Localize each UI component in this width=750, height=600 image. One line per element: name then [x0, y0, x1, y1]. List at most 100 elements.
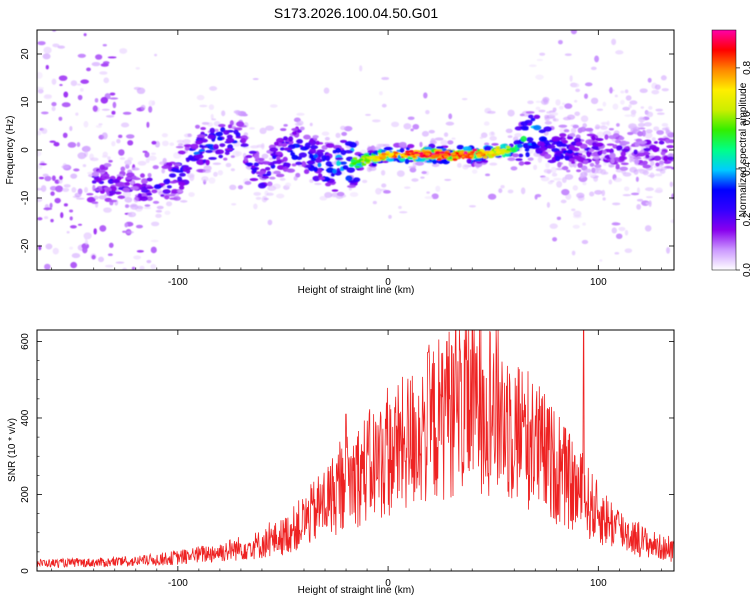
spectrogram-blob: [63, 184, 71, 188]
spectrogram-blob: [634, 141, 640, 148]
spectrogram-blob: [660, 166, 667, 171]
spectrogram-blob: [229, 120, 234, 126]
spectrogram-blob: [107, 156, 111, 161]
spectrogram-blob: [259, 170, 266, 175]
spectrogram-blob: [491, 153, 497, 157]
spectrogram-blob: [553, 177, 562, 181]
spectrogram-blob: [359, 65, 363, 72]
spectrogram-blob: [643, 122, 652, 127]
spectrogram-blob: [80, 79, 89, 84]
spectrogram-blob: [365, 113, 371, 116]
spectrogram-blob: [291, 131, 297, 136]
spectrogram-blob: [118, 134, 123, 139]
spectrogram-blob: [594, 55, 600, 63]
spectrogram-blob: [285, 182, 292, 188]
spectrogram-blob: [235, 121, 245, 127]
spectrogram-blob: [55, 185, 64, 193]
spectrogram-blob: [40, 185, 47, 193]
spectrogram-blob: [193, 151, 200, 156]
spectrogram-blob: [51, 30, 57, 32]
spectrogram-blob: [608, 164, 615, 168]
spectrogram-blob: [507, 135, 513, 139]
spectrogram-blob: [58, 75, 68, 81]
spectrogram-blob: [582, 222, 586, 226]
spectrogram-blob: [210, 113, 214, 120]
spectrogram-blob: [653, 165, 663, 169]
spectrogram-blob: [38, 277, 41, 282]
spectrogram-blob: [96, 170, 106, 173]
spectrogram-blob: [457, 162, 462, 168]
spectrogram-blob: [485, 173, 491, 177]
spectrogram-blob: [265, 125, 275, 131]
spectrogram-blob: [355, 165, 361, 169]
spectrogram-blob: [173, 163, 181, 167]
spectrogram-blob: [466, 158, 472, 164]
spectrogram-blob: [637, 168, 645, 172]
spectrogram-blob: [188, 192, 195, 197]
spectrogram-blob: [204, 144, 214, 147]
spectrogram-blob: [351, 162, 357, 166]
spectrogram-blob: [385, 150, 391, 154]
spectrogram-blob: [51, 101, 57, 107]
spectrogram-blob: [518, 161, 525, 166]
spectrogram-blob: [475, 158, 482, 162]
spectrogram-blob: [73, 168, 80, 172]
spectrogram-blob: [141, 178, 148, 185]
spectrogram-blob: [105, 115, 115, 118]
spectrogram-blob: [596, 131, 605, 138]
spectrogram-blob: [90, 157, 99, 162]
spectrogram-blob: [133, 255, 142, 260]
spectrogram-y-label: Frequency (Hz): [5, 116, 16, 185]
spectrogram-blob: [520, 135, 527, 142]
spectrogram-blob: [299, 126, 305, 131]
spectrogram-blob: [93, 228, 97, 235]
spectrogram-blob: [572, 83, 580, 88]
spectrogram-blob: [261, 176, 270, 179]
spectrogram-blob: [136, 250, 144, 253]
spectrogram-blob: [559, 132, 567, 138]
spectrogram-blob: [342, 165, 349, 170]
spectrogram-blob: [381, 103, 387, 108]
spectrogram-blob: [169, 197, 178, 200]
spectrogram-blob: [177, 176, 183, 182]
spectrogram-blob: [85, 289, 94, 294]
spectrogram-blob: [309, 178, 314, 183]
spectrogram-blob: [37, 88, 44, 94]
spectrogram-blob: [599, 259, 603, 262]
spectrogram-blob: [630, 112, 636, 118]
spectrogram-blob: [253, 153, 260, 160]
spectrogram-blob: [616, 123, 620, 127]
spectrogram-blob: [38, 245, 42, 251]
spectrogram-blob: [612, 157, 621, 161]
spectrogram-blob: [572, 124, 579, 129]
spectrogram-blob: [49, 140, 56, 143]
spectrogram-blob: [577, 162, 583, 168]
spectrogram-blob: [44, 175, 52, 182]
spectrogram-blob: [312, 175, 321, 182]
spectrogram-blob: [527, 114, 534, 119]
spectrogram-blob: [245, 154, 253, 159]
spectrogram-blob: [579, 143, 588, 149]
spectrogram-blob: [571, 208, 576, 212]
spectrogram-blob: [448, 113, 453, 120]
spectrogram-blob: [144, 204, 151, 207]
spectrogram-blob: [98, 123, 103, 126]
spectrogram-blob: [306, 161, 316, 164]
spectrogram-blob: [296, 120, 304, 126]
spectrogram-blob: [309, 145, 319, 150]
spectrogram-blob: [151, 140, 157, 145]
spectrogram-blob: [345, 175, 353, 182]
spectrogram-blob: [321, 131, 330, 136]
spectrogram-blob: [665, 129, 672, 136]
spectrogram-blob: [611, 222, 621, 226]
spectrogram-blob: [666, 246, 671, 254]
spectrogram-blob: [434, 137, 444, 141]
spectrogram-blob: [591, 167, 596, 174]
spectrogram-blob: [136, 205, 144, 210]
spectrogram-blob: [413, 151, 419, 155]
spectrogram-blob: [309, 148, 317, 154]
spectrogram-blob: [113, 322, 118, 324]
snr-x-tick-label: 0: [385, 578, 391, 589]
spectrogram-blob: [352, 156, 358, 160]
snr-panel: -100 0 100 0 200 400 600 Height of straight l…: [7, 329, 675, 596]
